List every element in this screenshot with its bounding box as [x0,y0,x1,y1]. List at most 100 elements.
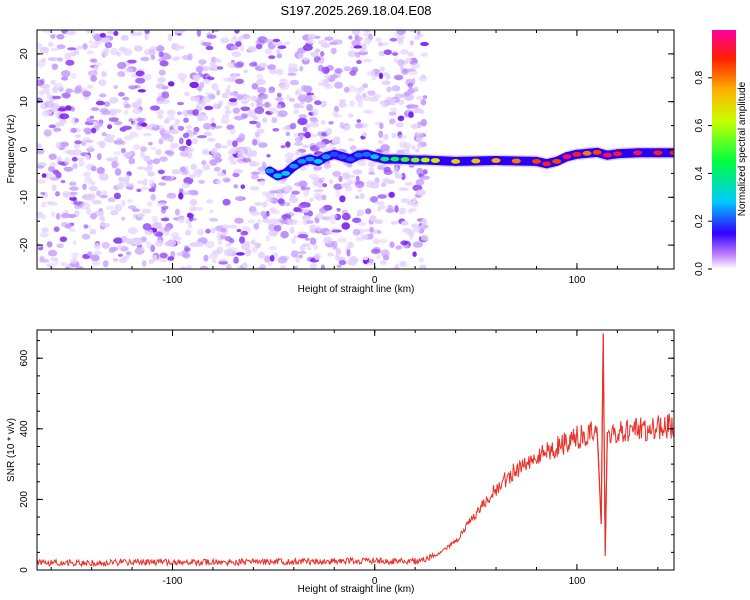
trace-point [532,159,541,164]
noise-blob [295,255,300,264]
noise-blob [411,77,416,85]
noise-blob [412,197,417,204]
noise-blob [226,263,232,269]
noise-blob [243,69,248,73]
noise-blob [395,263,400,269]
noise-blob [419,224,430,229]
noise-blob [330,74,339,79]
noise-blob [410,123,419,130]
noise-blob [419,257,424,263]
noise-blob [309,262,317,269]
noise-blob [43,110,52,114]
trace-point [289,163,299,169]
noise-blob [144,166,152,172]
noise-blob [72,240,77,246]
noise-blob [294,141,304,146]
noise-blob [259,264,267,269]
noise-blob [185,139,192,146]
noise-blob [262,117,268,123]
noise-blob [236,158,242,163]
noise-blob [204,105,214,111]
noise-blob [404,148,411,153]
trace-point [552,159,562,164]
noise-blob [191,138,199,145]
noise-blob [288,63,298,69]
noise-blob [55,212,61,220]
noise-blob [353,258,359,263]
noise-blob [293,109,299,115]
noise-blob [55,191,60,197]
noise-blob [419,264,427,269]
noise-blob [420,52,429,57]
noise-blob [39,46,49,54]
noise-blob [148,259,155,264]
noise-blob [53,127,62,132]
noise-blob [394,205,399,213]
noise-blob [293,207,303,213]
noise-blob [48,165,55,173]
noise-blob [90,107,100,112]
noise-blob [37,97,43,104]
noise-blob [53,226,60,232]
noise-blob [196,169,204,174]
noise-blob [87,251,93,257]
noise-blob [409,232,414,240]
trace-point [313,159,323,164]
noise-blob [252,116,259,120]
noise-blob [144,30,150,35]
noise-blob [396,30,406,36]
noise-blob [320,177,326,181]
figure-title: S197.2025.269.18.04.E08 [280,3,431,18]
noise-blob [367,90,376,96]
noise-blob [383,166,392,173]
noise-blob [274,225,282,232]
noise-blob [181,182,190,189]
noise-blob [235,78,244,85]
noise-blob [101,241,110,249]
noise-blob [253,223,260,230]
noise-blob [377,230,382,235]
noise-blob [156,45,165,52]
noise-blob [242,33,251,40]
noise-blob [407,87,415,94]
xtick-label: 0 [372,275,378,286]
noise-blob [269,107,279,114]
noise-blob [304,202,311,208]
noise-blob [399,141,408,149]
noise-blob [347,50,357,58]
noise-blob [141,122,148,127]
noise-blob [357,160,367,166]
noise-blob [209,209,214,214]
noise-blob [64,52,72,60]
noise-blob [186,213,194,219]
noise-blob [222,198,231,206]
noise-blob [97,210,104,217]
noise-blob [367,161,376,168]
noise-blob [410,63,421,69]
noise-blob [197,85,202,92]
noise-blob [289,97,295,103]
noise-blob [189,81,199,89]
noise-blob [70,257,78,265]
noise-blob [117,244,122,250]
noise-blob [178,137,184,145]
noise-blob [311,108,319,116]
noise-blob [265,234,271,242]
noise-blob [356,95,364,103]
noise-blob [74,140,82,145]
noise-blob [236,61,245,68]
noise-blob [211,147,218,155]
noise-blob [276,92,282,98]
noise-blob [229,128,236,135]
noise-blob [332,39,343,45]
noise-blob [344,185,353,192]
noise-blob [59,236,68,242]
noise-blob [297,117,308,126]
noise-blob [51,63,59,70]
noise-blob [39,232,50,238]
noise-blob [186,265,192,269]
noise-blob [60,180,66,184]
noise-blob [328,121,334,125]
noise-blob [395,245,403,250]
